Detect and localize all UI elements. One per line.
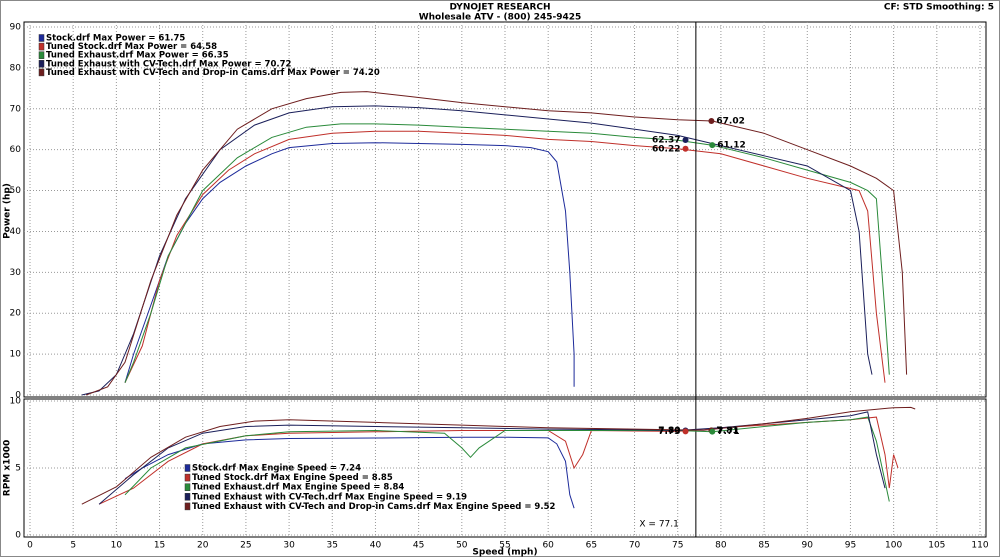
- x-tick-label: 65: [586, 541, 597, 551]
- legend-label: Tuned Stock.drf Max Power = 64.58: [46, 42, 217, 52]
- marker-label: 7.71: [717, 427, 739, 437]
- series-line: [124, 436, 575, 509]
- marker-label: 67.02: [716, 116, 744, 126]
- legend-label: Tuned Exhaust with CV-Tech and Drop-in C…: [46, 68, 380, 78]
- y-axis-label: Power (hp): [3, 183, 13, 239]
- series-line: [81, 406, 916, 505]
- marker-dot: [682, 428, 689, 435]
- legend-swatch: [38, 68, 45, 77]
- y-tick-label: 50: [10, 186, 22, 196]
- series-line: [124, 130, 886, 383]
- x-tick-label: 25: [240, 541, 251, 551]
- x-tick-label: 95: [845, 541, 856, 551]
- series-line: [81, 105, 873, 396]
- settings-label: CF: STD Smoothing: 5: [884, 3, 994, 13]
- legend-swatch: [38, 60, 45, 68]
- x-tick-label: 100: [885, 541, 902, 551]
- series-line: [124, 123, 890, 383]
- legend-swatch: [38, 42, 45, 51]
- legend-label: Stock.drf Max Power = 61.75: [46, 34, 185, 44]
- y-tick-label: 10: [10, 350, 22, 360]
- legend-swatch: [184, 502, 191, 511]
- x-tick-label: 90: [802, 541, 814, 551]
- x-tick-label: 70: [629, 541, 641, 551]
- legend-label: Tuned Stock.drf Max Engine Speed = 8.85: [192, 473, 393, 483]
- y-tick-label: 80: [10, 63, 22, 73]
- x-tick-label: 85: [758, 541, 769, 551]
- x-tick-label: 75: [672, 541, 683, 551]
- y-tick-label: 30: [10, 268, 22, 278]
- series-line: [124, 416, 890, 502]
- y-tick-label: 20: [10, 309, 22, 319]
- legend-swatch: [38, 51, 45, 59]
- y-tick-label: 40: [10, 227, 22, 237]
- x-tick-label: 10: [111, 541, 123, 551]
- chart-title: DYNOJET RESEARCH: [449, 3, 550, 13]
- x-tick-label: 105: [928, 541, 945, 551]
- legend-swatch: [184, 493, 191, 501]
- x-tick-label: 60: [542, 541, 554, 551]
- x-tick-label: 55: [499, 541, 510, 551]
- x-tick-label: 50: [456, 541, 468, 551]
- marker-label: 7.81: [716, 426, 738, 436]
- x-axis-label: Speed (mph): [472, 548, 537, 557]
- legend-swatch: [184, 464, 191, 472]
- series-line: [85, 91, 908, 396]
- legend-label: Tuned Exhaust with CV-Tech and Drop-in C…: [192, 502, 555, 512]
- y-axis-label: RPM x1000: [3, 440, 13, 496]
- marker-dot: [682, 145, 689, 152]
- y-tick-label: 0: [15, 531, 21, 541]
- y-tick-label: 60: [10, 145, 22, 155]
- legend-label: Stock.drf Max Engine Speed = 7.24: [192, 464, 361, 474]
- y-tick-label: 10: [10, 397, 22, 407]
- x-tick-label: 5: [70, 541, 76, 551]
- legend-label: Tuned Exhaust.drf Max Power = 66.35: [46, 51, 229, 61]
- y-tick-label: 70: [10, 104, 22, 114]
- x-tick-label: 110: [971, 541, 988, 551]
- x-tick-label: 20: [197, 541, 209, 551]
- marker-dot: [708, 117, 715, 124]
- x-tick-label: 30: [283, 541, 295, 551]
- marker-label: 61.12: [717, 141, 745, 151]
- marker-label: 62.37: [652, 135, 680, 145]
- legend-swatch: [38, 34, 45, 42]
- x-tick-label: 35: [327, 541, 338, 551]
- y-tick-label: 0: [15, 391, 21, 401]
- x-tick-label: 80: [715, 541, 727, 551]
- chart-subtitle: Wholesale ATV - (800) 245-9425: [419, 13, 582, 23]
- x-tick-label: 0: [27, 541, 33, 551]
- y-tick-label: 90: [10, 23, 22, 33]
- legend-label: Tuned Exhaust with CV-Tech.drf Max Power…: [46, 59, 292, 69]
- series-line: [98, 411, 886, 505]
- marker-label: 7.73: [658, 427, 680, 437]
- cursor-label: X = 77.1: [639, 520, 678, 530]
- marker-dot: [709, 428, 716, 435]
- y-tick-label: 5: [15, 464, 21, 474]
- x-tick-label: 45: [413, 541, 424, 551]
- legend-label: Tuned Exhaust.drf Max Engine Speed = 8.8…: [192, 483, 404, 493]
- legend-swatch: [184, 483, 191, 491]
- marker-dot: [682, 136, 689, 143]
- legend-label: Tuned Exhaust with CV-Tech.drf Max Engin…: [192, 492, 467, 502]
- marker-dot: [709, 142, 716, 149]
- x-tick-label: 15: [154, 541, 165, 551]
- legend-swatch: [184, 473, 191, 482]
- marker-label: 60.22: [652, 144, 680, 154]
- marker-label: 7.80: [658, 426, 680, 436]
- x-tick-label: 40: [370, 541, 382, 551]
